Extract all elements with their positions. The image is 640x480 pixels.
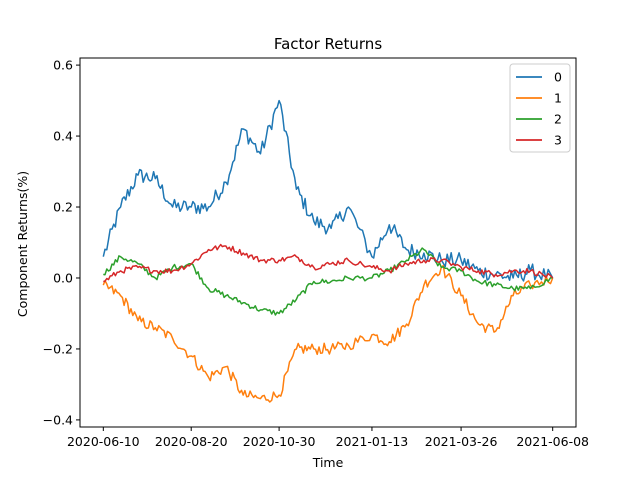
x-tick-label: 2021-03-26 (425, 434, 498, 449)
x-axis-title: Time (312, 455, 344, 470)
legend-label-3: 3 (554, 133, 562, 148)
axis-ticks: 2020-06-10 2020-08-20 2020-10-30 2021-01-13… (43, 58, 589, 449)
legend-label-2: 2 (554, 112, 562, 127)
legend-box (509, 63, 571, 153)
x-tick-label: 2021-06-08 (516, 434, 589, 449)
y-tick-label: 0.2 (53, 200, 73, 215)
series-line-2 (103, 247, 553, 316)
y-axis-title: Component Returns(%) (15, 171, 30, 317)
plot-frame (79, 57, 577, 428)
y-tick-label: 0.6 (53, 58, 73, 73)
x-tick-label: 2020-08-20 (155, 434, 228, 449)
legend: 0 1 2 3 (509, 63, 571, 153)
y-tick-label: −0.2 (43, 341, 73, 356)
series-line-1 (102, 264, 554, 403)
chart-title: Factor Returns (274, 35, 382, 53)
series-line-0 (102, 99, 554, 282)
y-tick-label: −0.4 (43, 412, 73, 427)
x-tick-label: 2020-06-10 (67, 434, 140, 449)
series-lines (102, 99, 554, 403)
legend-label-0: 0 (554, 70, 562, 85)
x-tick-label: 2020-10-30 (243, 434, 316, 449)
x-tick-label: 2021-01-13 (336, 434, 409, 449)
plot-area-border (79, 57, 577, 428)
y-tick-label: 0.0 (53, 270, 73, 285)
series-line-3 (103, 243, 554, 283)
legend-label-1: 1 (554, 91, 562, 106)
y-tick-label: 0.4 (53, 129, 73, 144)
